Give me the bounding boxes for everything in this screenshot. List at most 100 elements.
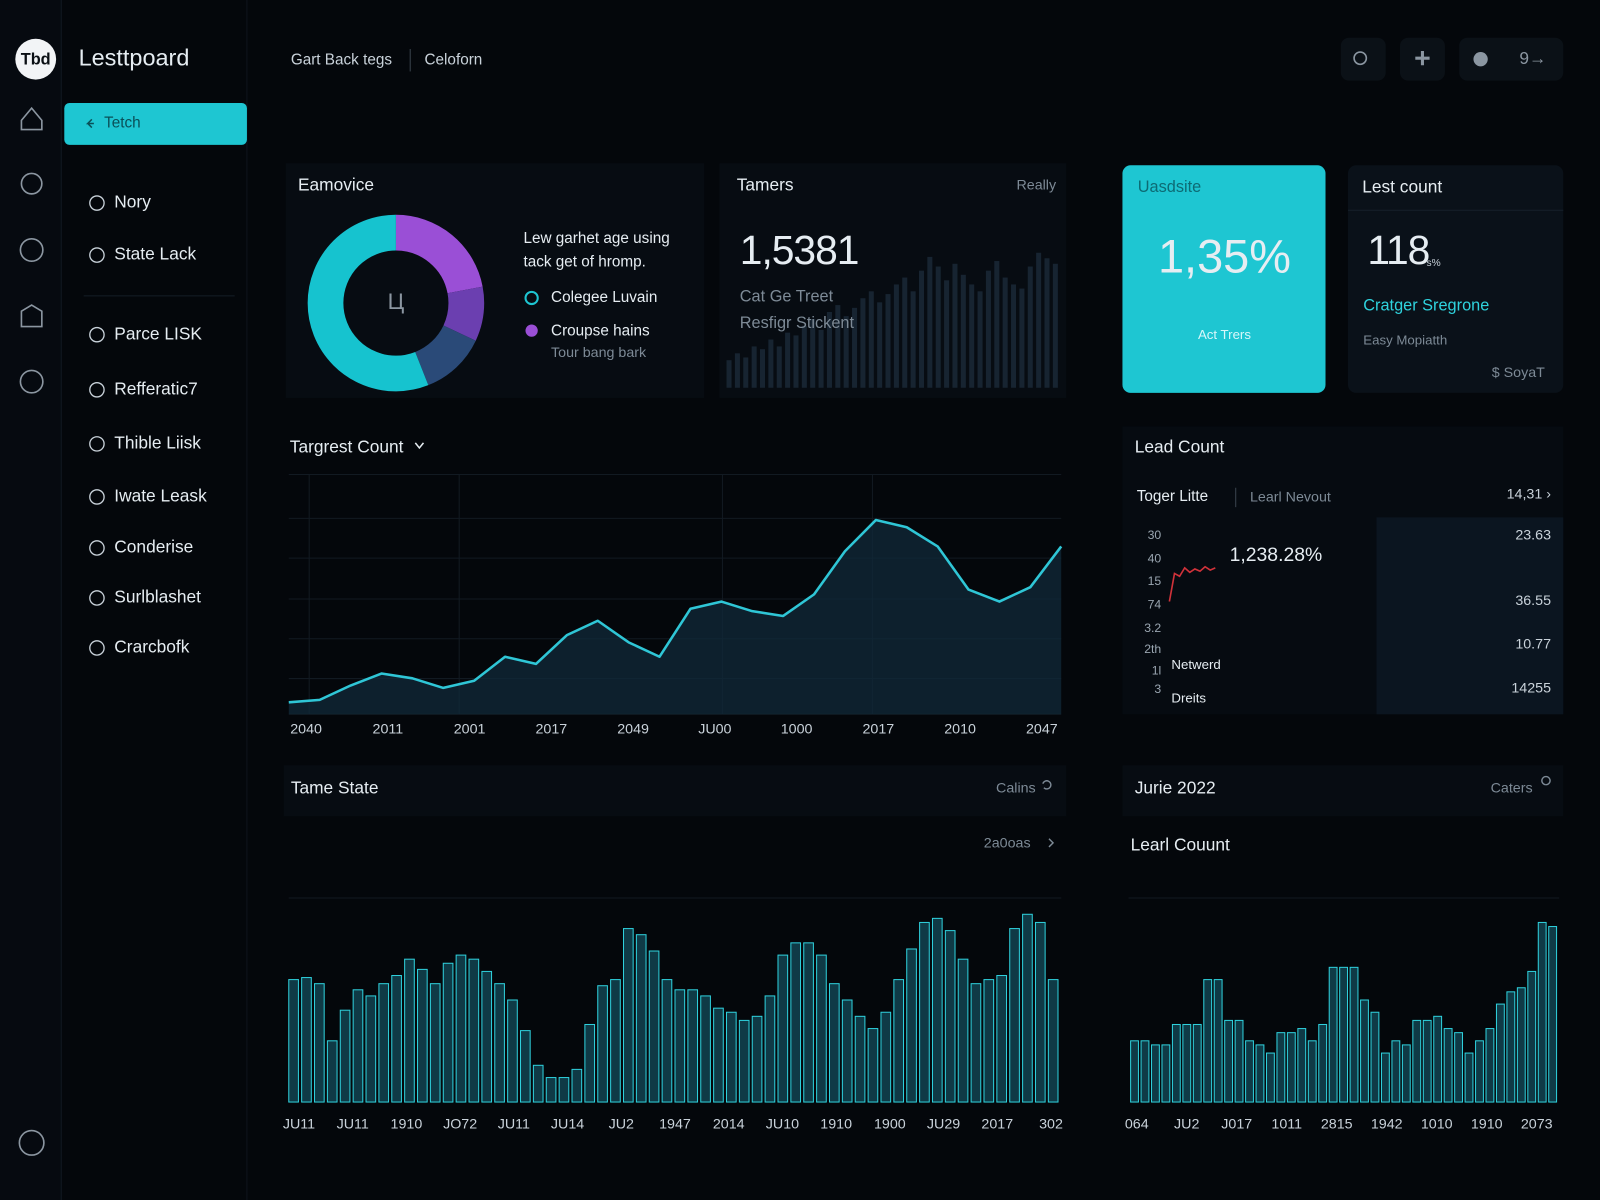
nav-item[interactable]: Crarcbofk <box>114 637 189 657</box>
arrow-icon <box>85 118 94 129</box>
nav-item[interactable]: Nory <box>114 192 151 212</box>
badge: 9→ <box>1519 48 1546 68</box>
bar <box>674 989 686 1103</box>
button-label: Tetch <box>104 115 141 132</box>
bar <box>985 270 991 388</box>
bar <box>944 280 950 388</box>
bar <box>760 349 766 388</box>
bar <box>1380 1052 1390 1103</box>
bar <box>1328 966 1338 1103</box>
bar <box>584 1023 596 1103</box>
card-header <box>1122 765 1564 817</box>
fetch-button[interactable] <box>64 103 247 145</box>
bar <box>1034 921 1046 1103</box>
nav-item[interactable]: Thible Liisk <box>114 432 201 452</box>
card <box>1347 165 1564 393</box>
bar <box>648 950 660 1103</box>
card-title: Eamovice <box>298 174 374 194</box>
bar <box>288 979 299 1103</box>
card-action[interactable]: Really <box>1016 177 1057 193</box>
x-tick-label: 2011 <box>373 721 404 737</box>
x-tick-label: 1000 <box>781 721 813 737</box>
chart-title: Learl Couunt <box>1131 834 1230 854</box>
x-tick-label: 2001 <box>454 721 486 737</box>
bar <box>1011 284 1017 388</box>
bar <box>818 329 824 388</box>
nav-icon <box>89 247 105 263</box>
bar <box>571 1068 583 1103</box>
x-tick-label: J017 <box>1221 1116 1252 1132</box>
nav-item[interactable]: Refferatic7 <box>114 378 197 398</box>
bar <box>1265 1052 1275 1103</box>
bar <box>885 294 891 388</box>
bar <box>687 989 699 1103</box>
bar <box>326 1040 338 1103</box>
bar <box>835 305 841 388</box>
bar <box>1443 1028 1453 1103</box>
bar <box>378 983 390 1103</box>
bar <box>314 983 325 1103</box>
bar <box>1475 1040 1484 1103</box>
axis-label: 1l <box>1152 664 1162 678</box>
nav-item[interactable]: Iwate Leask <box>114 486 207 506</box>
bar <box>944 930 956 1103</box>
bar <box>1019 288 1025 388</box>
bar <box>352 989 364 1103</box>
x-tick-label: JU14 <box>551 1116 584 1132</box>
x-tick-label: JU10 <box>766 1116 799 1132</box>
card-title: Uasdsite <box>1138 178 1201 196</box>
bar <box>1130 1040 1139 1103</box>
bar <box>893 284 899 388</box>
card-title: Lead Count <box>1135 437 1225 457</box>
bar <box>764 995 776 1103</box>
user-button[interactable] <box>1459 37 1564 81</box>
bar <box>1182 1023 1192 1103</box>
side-value: 14255 <box>1511 681 1551 697</box>
x-tick-label: 1942 <box>1371 1116 1403 1132</box>
card-action[interactable]: Calins <box>996 781 1036 797</box>
x-tick-label: JU29 <box>927 1116 960 1132</box>
row-label: Dreits <box>1171 690 1206 705</box>
nav-icon <box>89 590 105 606</box>
nav-item[interactable]: Parce LISK <box>114 323 202 343</box>
legend-label: Croupse hains <box>551 323 650 340</box>
axis-label: 74 <box>1148 597 1162 611</box>
bar <box>1464 1052 1474 1103</box>
link[interactable]: Cratger Sregrone <box>1363 296 1489 314</box>
nav-item[interactable]: State Lack <box>114 244 196 264</box>
bar <box>726 360 732 388</box>
nav-icon <box>89 489 105 505</box>
bar <box>1286 1032 1296 1103</box>
bar <box>1433 1015 1443 1103</box>
icon-rail <box>0 0 62 1200</box>
card-action[interactable]: Caters <box>1491 781 1533 797</box>
nav-icon <box>89 540 105 556</box>
bar <box>558 1077 570 1103</box>
brand: Lesttpoard <box>79 44 190 70</box>
nav-item[interactable]: Surlblashet <box>114 587 201 607</box>
tab[interactable]: Learl Nevout <box>1250 490 1331 506</box>
tab[interactable]: Toger Litte <box>1137 488 1208 505</box>
bar <box>532 1064 544 1103</box>
filter[interactable]: 2a0oas <box>984 836 1031 852</box>
bar <box>429 983 441 1103</box>
breadcrumb: Celoforn <box>424 51 482 68</box>
bar <box>301 977 312 1103</box>
bar <box>713 1007 724 1103</box>
bar <box>738 1019 750 1103</box>
side-value: 23.63 <box>1515 527 1551 543</box>
bar <box>996 975 1008 1103</box>
x-tick-label: 1910 <box>1471 1116 1503 1132</box>
nav-icon <box>89 436 105 452</box>
bar <box>1370 1011 1380 1103</box>
bar <box>1422 1019 1432 1103</box>
bar <box>1307 1040 1317 1103</box>
nav-item[interactable]: Conderise <box>114 537 193 557</box>
bar <box>931 917 943 1103</box>
logo-text: Tbd <box>21 51 51 69</box>
legend-marker <box>525 324 538 337</box>
search-button[interactable] <box>1340 37 1386 81</box>
x-tick-label: 2040 <box>290 721 322 737</box>
bar <box>1349 966 1359 1103</box>
logo <box>15 38 57 80</box>
